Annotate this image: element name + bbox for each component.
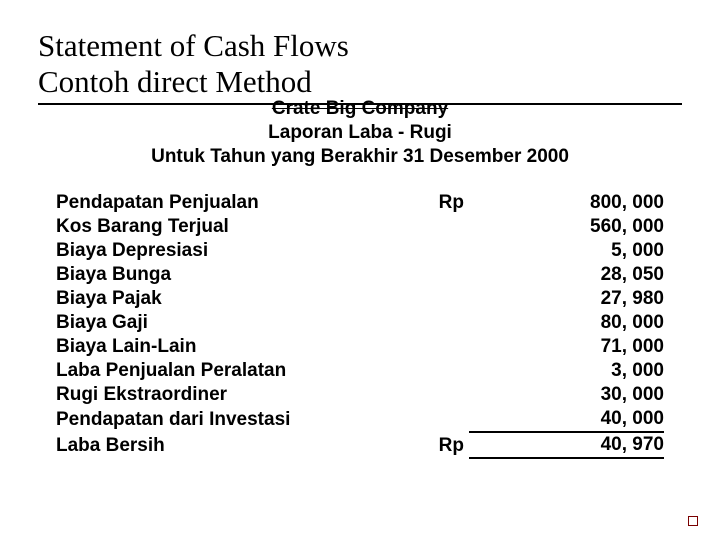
table-row-total: Laba Bersih Rp 40, 970 — [56, 432, 664, 458]
row-currency — [409, 215, 470, 239]
row-currency — [409, 263, 470, 287]
row-label: Biaya Depresiasi — [56, 239, 409, 263]
table-row: Biaya Pajak 27, 980 — [56, 287, 664, 311]
row-value: 28, 050 — [469, 263, 664, 287]
table-row: Kos Barang Terjual 560, 000 — [56, 215, 664, 239]
row-currency — [409, 287, 470, 311]
table-row: Rugi Ekstraordiner 30, 000 — [56, 383, 664, 407]
row-currency — [409, 311, 470, 335]
title-line-2: Contoh direct Method — [38, 64, 682, 100]
slide-marker-icon — [688, 516, 698, 526]
row-value: 560, 000 — [469, 215, 664, 239]
row-label: Pendapatan Penjualan — [56, 191, 409, 215]
row-currency: Rp — [409, 432, 470, 458]
slide-title: Statement of Cash Flows Contoh direct Me… — [38, 28, 682, 101]
row-value: 80, 000 — [469, 311, 664, 335]
row-value: 3, 000 — [469, 359, 664, 383]
table-row: Laba Penjualan Peralatan 3, 000 — [56, 359, 664, 383]
row-currency — [409, 239, 470, 263]
row-value: 5, 000 — [469, 239, 664, 263]
row-label: Laba Penjualan Peralatan — [56, 359, 409, 383]
table-row: Biaya Bunga 28, 050 — [56, 263, 664, 287]
row-value: 800, 000 — [469, 191, 664, 215]
row-currency — [409, 407, 470, 432]
row-label: Biaya Gaji — [56, 311, 409, 335]
row-label: Rugi Ekstraordiner — [56, 383, 409, 407]
company-name: Crate Big Company — [38, 97, 682, 121]
row-currency — [409, 359, 470, 383]
row-label: Biaya Lain-Lain — [56, 335, 409, 359]
row-currency — [409, 335, 470, 359]
row-label: Biaya Bunga — [56, 263, 409, 287]
report-period: Untuk Tahun yang Berakhir 31 Desember 20… — [38, 145, 682, 169]
row-value: 71, 000 — [469, 335, 664, 359]
table-row: Pendapatan Penjualan Rp 800, 000 — [56, 191, 664, 215]
income-statement-table: Pendapatan Penjualan Rp 800, 000 Kos Bar… — [38, 191, 682, 459]
row-label: Pendapatan dari Investasi — [56, 407, 409, 432]
report-name: Laporan Laba - Rugi — [38, 121, 682, 145]
row-currency — [409, 383, 470, 407]
row-label: Biaya Pajak — [56, 287, 409, 311]
row-value: 40, 970 — [469, 432, 664, 458]
row-value: 30, 000 — [469, 383, 664, 407]
table-row: Biaya Gaji 80, 000 — [56, 311, 664, 335]
row-value: 40, 000 — [469, 407, 664, 432]
title-line-1: Statement of Cash Flows — [38, 28, 682, 64]
table-row: Biaya Depresiasi 5, 000 — [56, 239, 664, 263]
row-value: 27, 980 — [469, 287, 664, 311]
row-label: Laba Bersih — [56, 432, 409, 458]
row-label: Kos Barang Terjual — [56, 215, 409, 239]
row-currency: Rp — [409, 191, 470, 215]
report-header: Crate Big Company Laporan Laba - Rugi Un… — [38, 97, 682, 168]
table-row: Biaya Lain-Lain 71, 000 — [56, 335, 664, 359]
table-row: Pendapatan dari Investasi 40, 000 — [56, 407, 664, 432]
